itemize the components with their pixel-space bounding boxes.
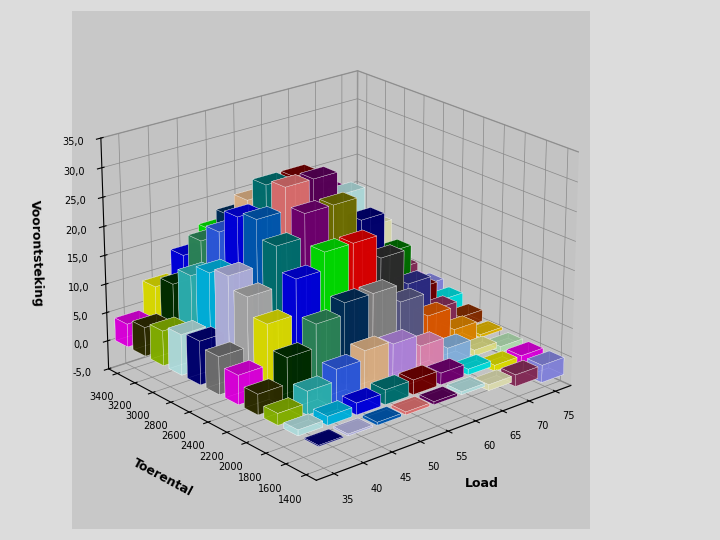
X-axis label: Load: Load — [465, 476, 499, 490]
Y-axis label: Toerental: Toerental — [130, 456, 195, 499]
